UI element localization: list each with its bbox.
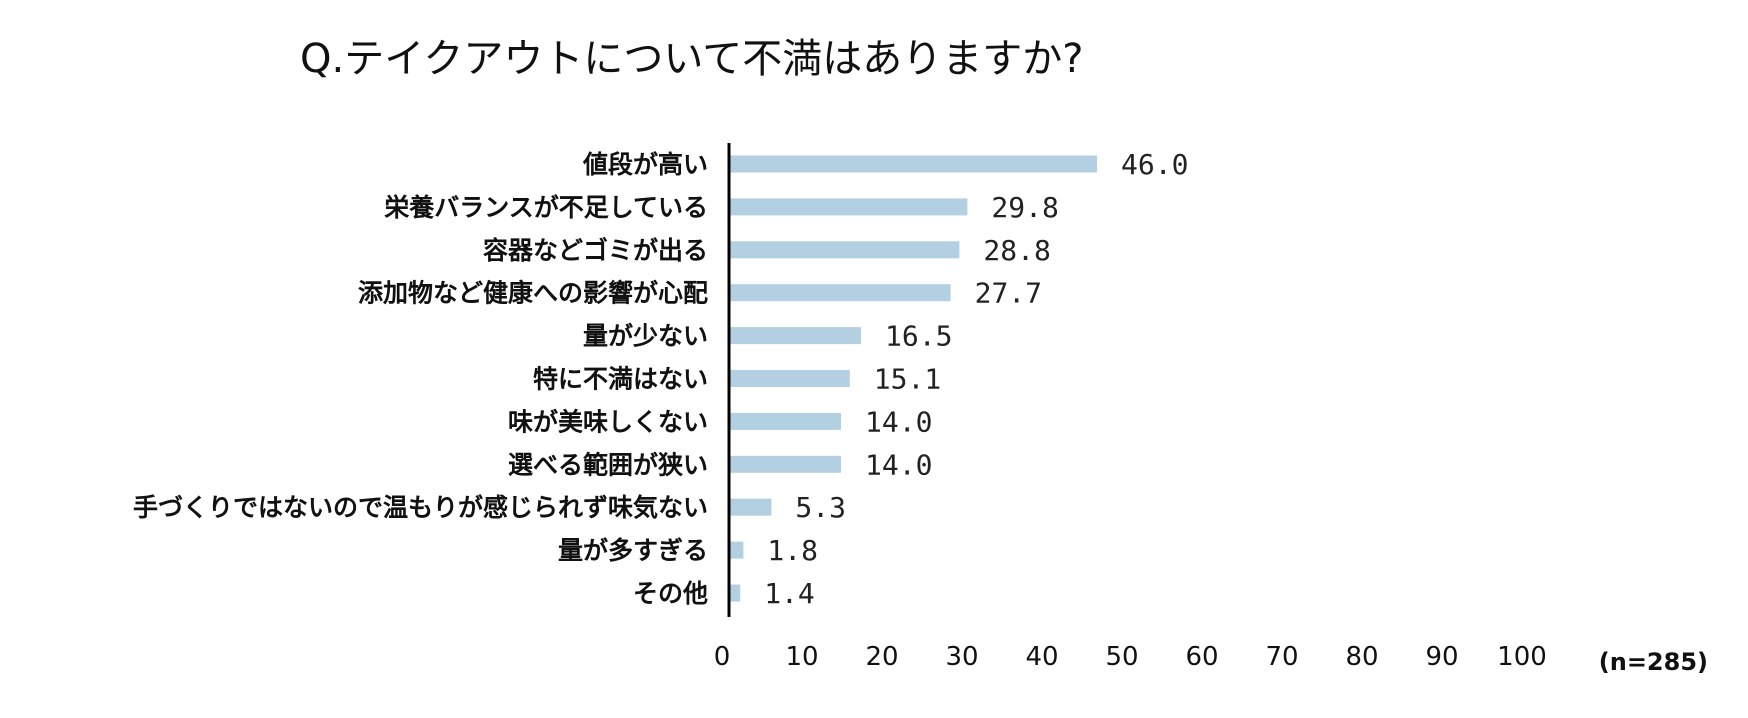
value-label: 15.1 (874, 363, 941, 396)
bar (729, 155, 1097, 173)
sample-size-note: (n=285) (1599, 648, 1708, 676)
value-label: 27.7 (975, 277, 1042, 310)
x-tick-label: 50 (1105, 642, 1138, 672)
category-label: 量が多すぎる (558, 536, 708, 565)
value-label: 14.0 (865, 405, 932, 438)
category-label: 容器などゴミが出る (483, 236, 708, 265)
bar (729, 241, 960, 259)
bar (729, 541, 744, 559)
value-label: 16.5 (885, 320, 952, 353)
category-label: 値段が高い (582, 150, 708, 179)
category-labels: 値段が高い栄養バランスが不足している容器などゴミが出る添加物など健康への影響が心… (133, 150, 708, 608)
value-label: 1.8 (767, 534, 818, 567)
bars-layer (729, 155, 1097, 602)
category-label: 味が美味しくない (508, 407, 708, 436)
category-label: 量が少ない (583, 322, 708, 351)
category-label: 添加物など健康への影響が心配 (358, 279, 708, 308)
category-label: 特に不満はない (533, 365, 708, 394)
bar (729, 370, 850, 387)
category-label: 栄養バランスが不足している (383, 193, 708, 222)
bar (729, 584, 741, 602)
value-label: 5.3 (795, 491, 846, 524)
chart-title: Q.テイクアウトについて不満はありますか? (300, 36, 1083, 82)
bar (729, 284, 951, 302)
x-tick-label: 10 (785, 642, 818, 672)
x-tick-label: 60 (1185, 642, 1218, 672)
bar (729, 198, 968, 216)
bar (729, 455, 841, 473)
category-label: 選べる範囲が狭い (508, 450, 708, 479)
category-label: その他 (633, 579, 708, 608)
value-label: 46.0 (1121, 148, 1188, 181)
x-axis-ticks: 0 10 20 30 40 50 60 70 80 90 100 (714, 642, 1547, 672)
value-label: 29.8 (991, 191, 1058, 224)
x-tick-label: 0 (714, 642, 731, 672)
x-tick-label: 80 (1345, 642, 1378, 672)
x-tick-label: 100 (1497, 642, 1547, 672)
x-tick-label: 20 (865, 642, 898, 672)
x-tick-label: 70 (1265, 642, 1298, 672)
bar (729, 327, 861, 345)
value-label: 1.4 (764, 577, 815, 610)
bar (729, 412, 841, 430)
x-tick-label: 30 (945, 642, 978, 672)
bar (729, 498, 772, 516)
value-label: 28.8 (983, 234, 1050, 267)
x-tick-label: 40 (1025, 642, 1058, 672)
x-tick-label: 90 (1425, 642, 1458, 672)
value-label: 14.0 (865, 448, 932, 481)
value-labels: 46.0 29.8 28.8 27.7 16.5 15.1 14.0 14.0 5.3 1.8 1.… (764, 148, 1188, 610)
category-label: 手づくりではないので温もりが感じられず味気ない (133, 493, 708, 522)
